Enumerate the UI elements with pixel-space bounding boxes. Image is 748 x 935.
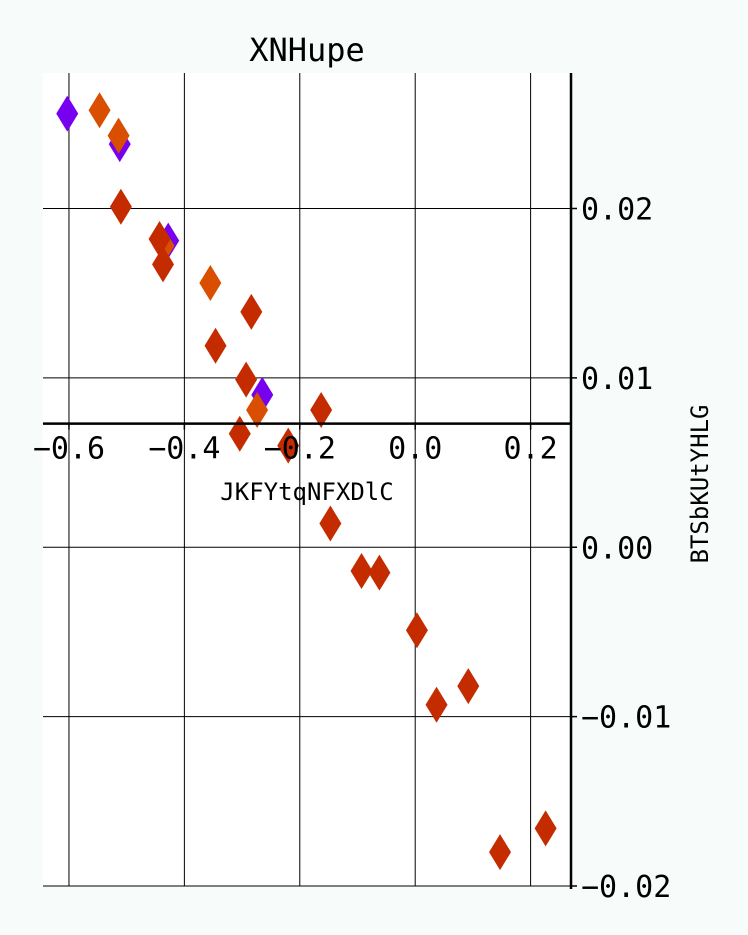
data-point-s2-12 <box>405 612 428 649</box>
x-tick-label-4: 0.2 <box>504 432 558 467</box>
y-tick-label-1: 0.01 <box>581 362 653 397</box>
data-point-s2-8 <box>310 392 333 429</box>
tick-labels: −0.6 −0.4 −0.2 0.0 0.2 0.02 0.01 0.00 −0.01 −0.02 <box>33 193 671 906</box>
data-point-s1-4 <box>246 392 269 429</box>
axes <box>43 73 577 889</box>
data-point-s2-5 <box>235 361 258 398</box>
data-point-s2-4 <box>240 293 263 330</box>
data-point-s2-10 <box>350 552 373 589</box>
x-tick-label-1: −0.4 <box>148 432 220 467</box>
data-point-s0-0 <box>56 95 79 132</box>
data-point-s2-3 <box>204 327 227 364</box>
data-point-s2-11 <box>368 554 391 591</box>
data-point-s1-0 <box>88 92 111 129</box>
x-axis-label: JKFYtqNFXDlC <box>220 478 393 506</box>
y-tick-label-3: −0.01 <box>581 701 671 736</box>
data-point-s2-7 <box>277 427 300 464</box>
y-tick-label-2: 0.00 <box>581 531 653 566</box>
data-point-s2-16 <box>534 810 557 847</box>
data-point-s2-2 <box>152 246 175 283</box>
data-point-s2-1 <box>148 220 171 257</box>
data-point-s2-0 <box>109 188 132 225</box>
data-point-s1-3 <box>199 265 222 302</box>
data-point-s2-13 <box>425 686 448 723</box>
y-axis-label: BTSbKUtYHLG <box>686 405 714 564</box>
data-point-s2-15 <box>489 834 512 871</box>
data-point-s1-1 <box>107 117 130 154</box>
y-tick-label-4: −0.02 <box>581 870 671 905</box>
x-tick-label-2: −0.2 <box>264 432 336 467</box>
x-tick-label-3: 0.0 <box>388 432 442 467</box>
data-point-s2-14 <box>457 668 480 705</box>
y-tick-label-0: 0.02 <box>581 193 653 228</box>
data-point-s2-9 <box>319 505 342 542</box>
x-tick-label-0: −0.6 <box>33 432 105 467</box>
chart-title: XNHupe <box>249 31 365 69</box>
grid-lines <box>43 73 571 887</box>
